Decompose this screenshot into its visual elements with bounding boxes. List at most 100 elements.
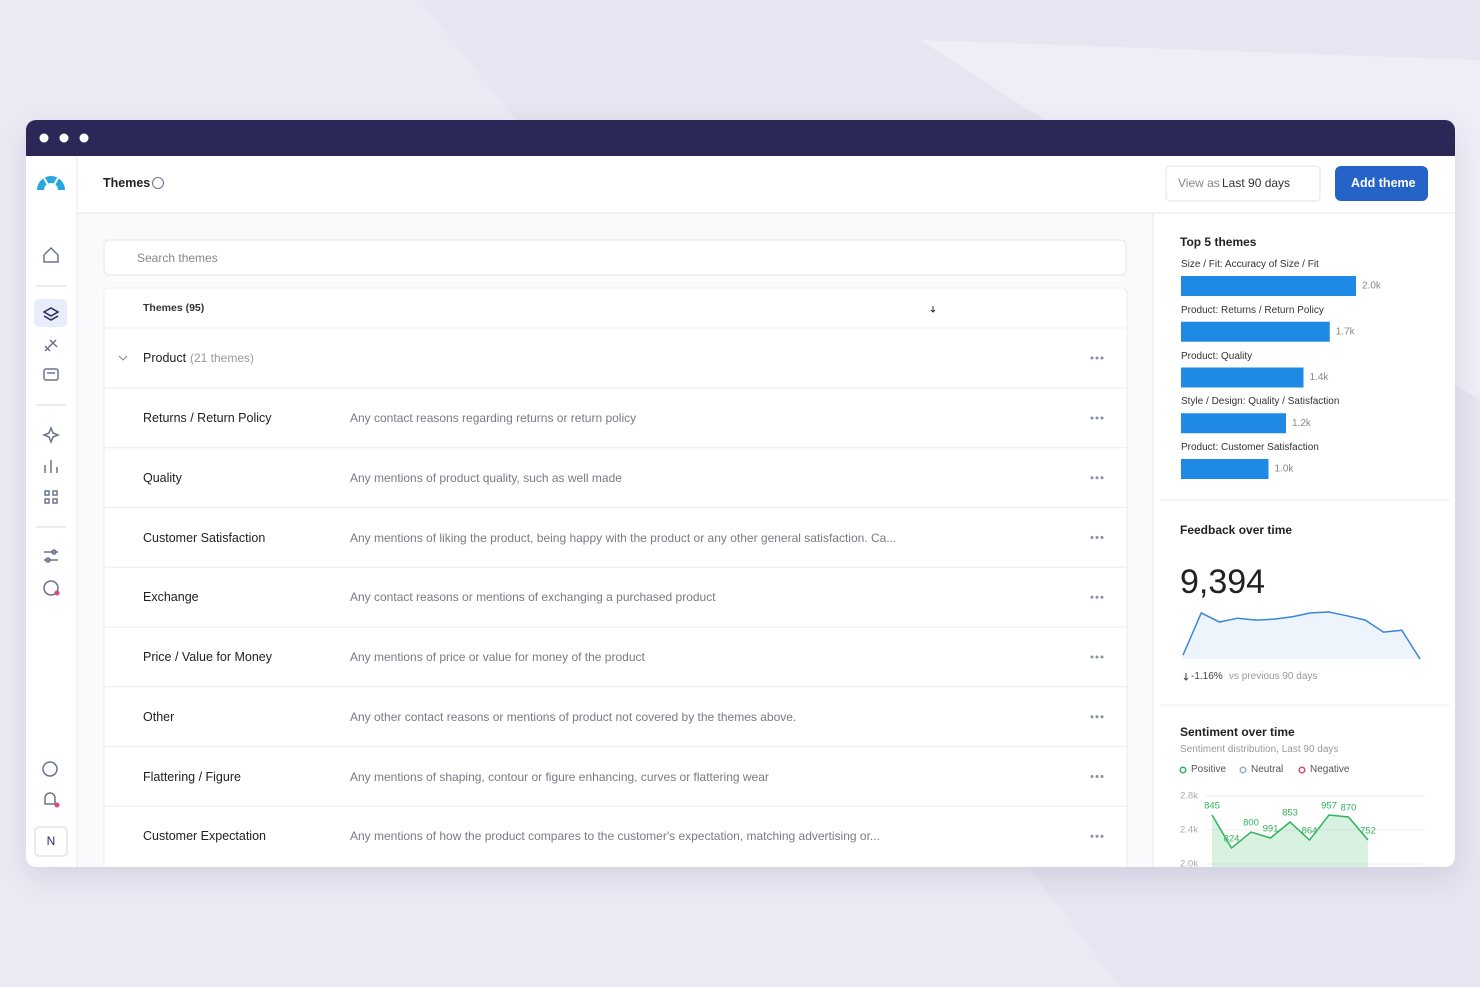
avatar[interactable]: N [46,834,56,848]
app-window: 2.0k 1.7k 1.4k 1.2k 1.0k 2.8k 2.4k 2.0k 845 824 80… [26,120,1455,867]
theme-description: Any mentions of price or value for money… [350,650,645,664]
legend-label: Negative [1310,764,1350,775]
row-menu-dot [1090,416,1094,420]
panel-title: Top 5 themes [1180,235,1257,249]
row-menu-dot [1090,715,1094,719]
row-menu-dot [1100,536,1104,539]
view-value[interactable]: Last 90 days [1222,176,1291,190]
row-menu-dot [1090,356,1094,360]
theme-name[interactable]: Returns / Return Policy [143,410,272,425]
sentiment-value-label: 800 [1243,818,1259,829]
feedback-total: 9,394 [1180,563,1266,601]
row-menu-dot [1090,595,1094,599]
theme-description: Any other contact reasons or mentions of… [350,709,797,724]
table-card [103,287,1128,867]
row-menu-dot [1100,595,1104,599]
bar [1181,367,1304,388]
sentiment-value-label: 991 [1263,824,1279,835]
theme-name[interactable]: Other [143,709,175,724]
theme-description: Any contact reasons regarding returns or… [350,411,637,425]
add-theme-button[interactable] [1335,166,1428,201]
feedback-comparison: vs previous 90 days [1229,671,1318,682]
sentiment-value-label: 957 [1321,801,1337,812]
logo [37,176,65,192]
feedback-line [1182,611,1421,660]
row-menu-dot [1100,715,1104,719]
y-tick-label: 2.0k [1180,859,1198,867]
bar-value-label: 1.7k [1336,326,1356,337]
theme-name[interactable]: Customer Expectation [143,829,266,843]
row-menu-dot [1095,715,1099,719]
bar-category: Product: Returns / Return Policy [1181,304,1324,316]
theme-name[interactable]: Flattering / Figure [143,769,241,784]
row-menu-dot [1090,834,1094,838]
theme-name[interactable]: Quality [143,470,182,485]
row-menu-dot [1100,416,1104,420]
view-prefix: View as [1178,176,1220,190]
sentiment-value-label: 864 [1302,826,1318,837]
title-bar [26,120,1455,156]
bar-value-label: 2.0k [1362,281,1382,292]
sentiment-value-label: 824 [1224,834,1240,845]
group-name[interactable]: Product [143,350,187,365]
row-menu-dot [1100,655,1104,659]
legend-marker [1179,766,1187,774]
panel-title: Sentiment over time [1180,725,1295,739]
theme-name[interactable]: Exchange [143,590,199,604]
row-menu-dot [1100,356,1104,360]
expand-chevron [118,355,128,361]
sentiment-value-label: 845 [1204,801,1220,812]
row-menu-dot [1095,655,1099,659]
theme-name[interactable]: Customer Satisfaction [143,530,266,545]
charts: 2.0k 1.7k 1.4k 1.2k 1.0k 2.8k 2.4k 2.0k 845 82480… [104,276,1425,867]
column-header: Themes (95) [143,301,205,314]
row-menu-dot [1090,775,1094,778]
row-menu-dot [1095,416,1099,420]
sentiment-value-label: 870 [1341,803,1357,814]
bar-category: Style / Design: Quality / Satisfaction [1181,396,1340,408]
row-menu-dot [1095,536,1099,539]
down-arrow [1183,673,1189,681]
add-theme-label[interactable]: Add theme [1351,175,1416,190]
bar [1181,321,1330,342]
theme-description: Any mentions of product quality, such as… [350,470,622,485]
sentiment-value-label: 752 [1360,826,1376,837]
view-dropdown[interactable] [1165,165,1321,202]
legend-label: Positive [1191,764,1227,775]
chrome [34,133,1455,867]
row-menu-dot [1100,775,1104,778]
row-menu-dot [1100,476,1104,480]
theme-description: Any mentions of how the product compares… [350,829,880,844]
row-menu-dot [1095,834,1099,838]
sentiment-area [1212,815,1368,867]
bar-value-label: 1.2k [1292,418,1312,429]
row-menu-dot [1095,775,1099,778]
row-menu-dot [1090,476,1094,480]
bar-value-label: 1.4k [1310,372,1330,383]
bar-value-label: 1.0k [1275,464,1295,475]
theme-name[interactable]: Price / Value for Money [143,649,272,664]
legend-label: Neutral [1251,764,1284,775]
row-menu-dot [1095,476,1099,480]
y-tick-label: 2.4k [1180,825,1198,836]
legend-marker [1239,766,1247,774]
bar [1181,459,1269,479]
panel-title: Feedback over time [1180,523,1293,537]
theme-description: Any mentions of liking the product, bein… [350,530,897,545]
legend-marker [1298,766,1306,774]
search-box[interactable] [103,239,1127,276]
sort-arrow [930,306,936,313]
bar-category: Product: Customer Satisfaction [1181,442,1319,453]
sentiment-line [1211,814,1369,850]
bar [1181,413,1286,434]
row-menu-dot [1090,655,1094,659]
row-menu-dot [1100,834,1104,838]
group-count: (21 themes) [190,351,255,365]
y-tick-label: 2.8k [1180,791,1198,802]
search-placeholder[interactable]: Search themes [137,251,218,265]
bar-category: Product: Quality [1181,350,1253,362]
row-menu-dot [1095,356,1099,360]
row-menu-dot [1095,595,1099,599]
bar-category: Size / Fit: Accuracy of Size / Fit [1181,259,1319,270]
